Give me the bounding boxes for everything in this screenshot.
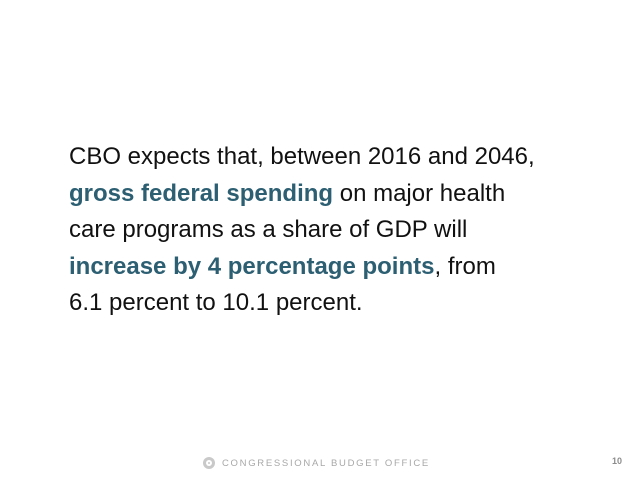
- body-line-1: CBO expects that, between 2016 and 2046,: [69, 143, 535, 170]
- page-number: 10: [611, 456, 622, 466]
- highlight-gross-federal-spending: gross federal spending: [69, 179, 334, 207]
- highlight-increase-percentage-points: increase by 4 percentage points: [69, 252, 435, 280]
- body-line-2-rest: on major health: [333, 179, 506, 207]
- body-line-3: care programs as a share of GDP will: [69, 216, 468, 243]
- body-line-4: increase by 4 percentage points, from: [69, 249, 589, 286]
- body-line-5: 6.1 percent to 10.1 percent.: [69, 289, 363, 316]
- slide-body-text: CBO expects that, between 2016 and 2046,…: [69, 139, 589, 322]
- body-line-2: gross federal spending on major health: [69, 176, 589, 213]
- footer: CONGRESSIONAL BUDGET OFFICE: [203, 454, 430, 472]
- organization-name: CONGRESSIONAL BUDGET OFFICE: [222, 457, 430, 469]
- body-line-4-rest: , from: [434, 252, 496, 280]
- cbo-logo-icon: [203, 457, 215, 469]
